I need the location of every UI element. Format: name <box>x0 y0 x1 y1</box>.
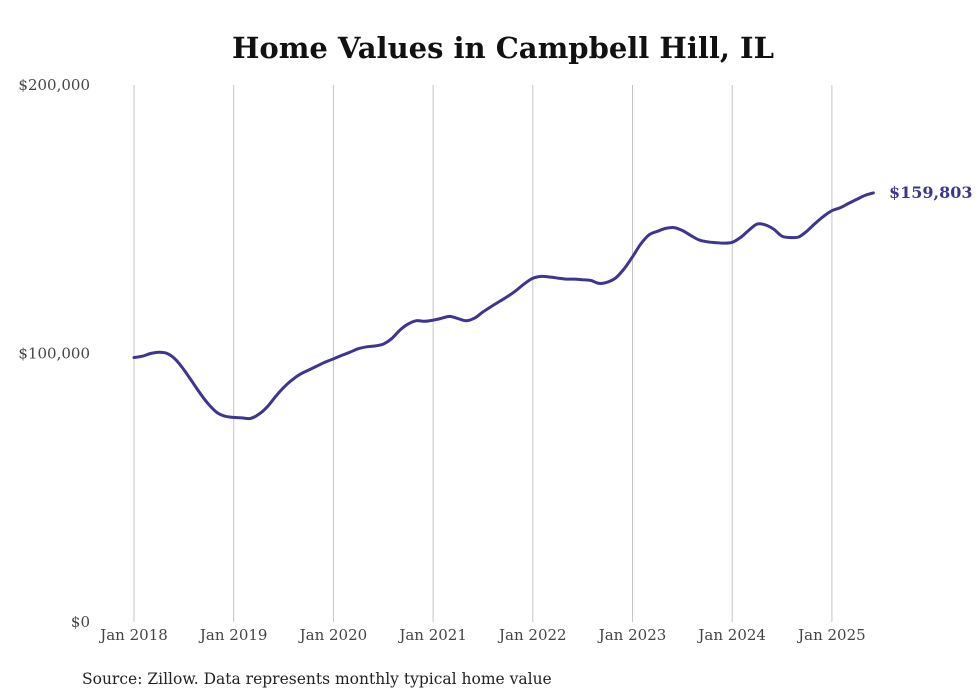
x-tick-label-6: Jan 2024 <box>696 626 766 644</box>
grid-lines <box>133 85 833 622</box>
y-tick-label-1: $100,000 <box>18 345 90 363</box>
x-tick-label-7: Jan 2025 <box>796 626 866 644</box>
source-note: Source: Zillow. Data represents monthly … <box>82 670 552 688</box>
x-tick-label-1: Jan 2019 <box>198 626 268 644</box>
chart-title: Home Values in Campbell Hill, IL <box>232 31 774 65</box>
x-tick-label-4: Jan 2022 <box>497 626 567 644</box>
x-tick-label-2: Jan 2020 <box>298 626 368 644</box>
x-tick-label-0: Jan 2018 <box>98 626 168 644</box>
series-line-home-value <box>132 191 875 421</box>
end-value-label: $159,803 <box>889 183 973 202</box>
x-tick-label-5: Jan 2023 <box>597 626 667 644</box>
x-axis-ticks: Jan 2018 Jan 2019 Jan 2020 Jan 2021 Jan 2022… <box>98 626 865 644</box>
x-tick-label-3: Jan 2021 <box>397 626 467 644</box>
y-axis-ticks: $0 $100,000 $200,000 <box>18 76 90 631</box>
y-tick-label-2: $200,000 <box>18 76 90 94</box>
y-tick-label-0: $0 <box>71 613 90 631</box>
